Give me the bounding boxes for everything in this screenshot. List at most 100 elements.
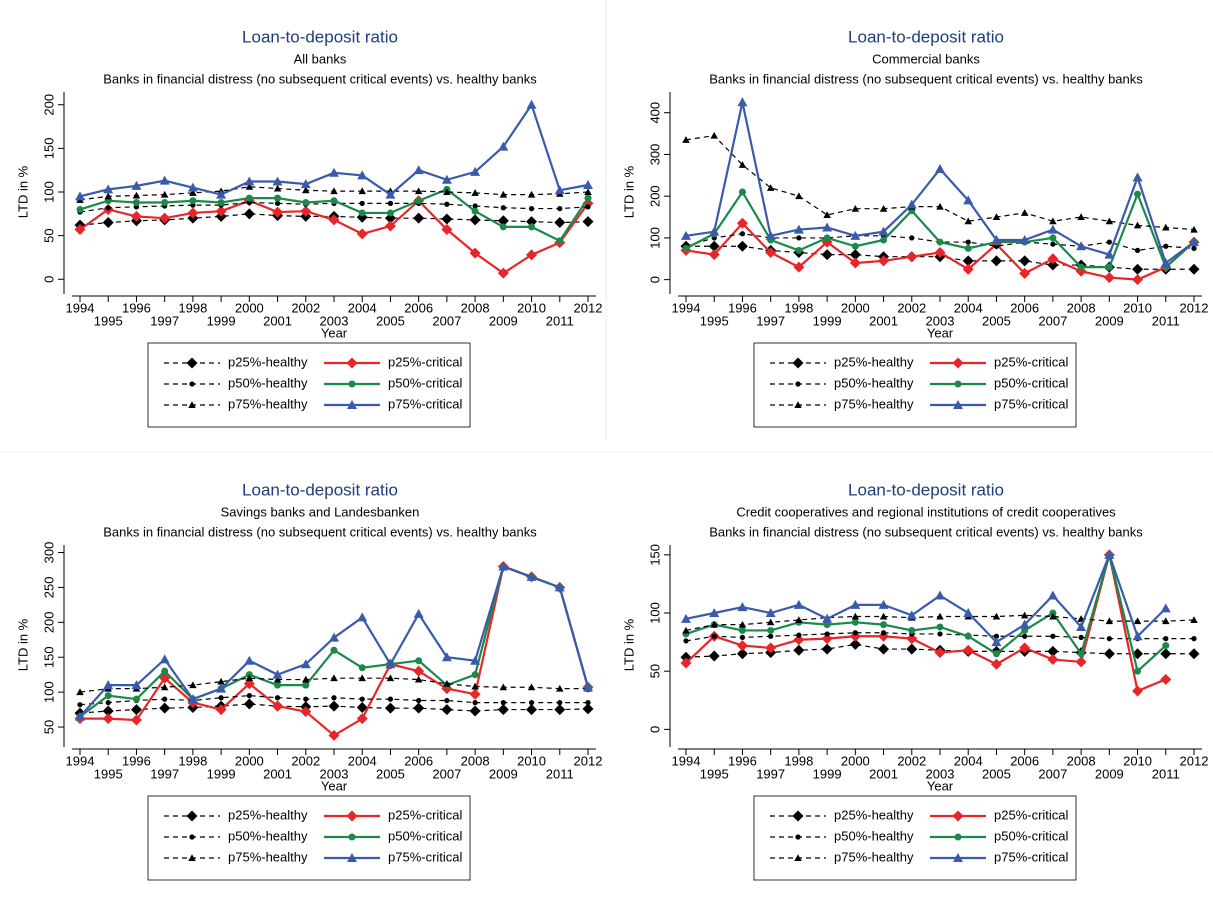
x-tick-label: 2003 — [320, 766, 349, 781]
marker — [935, 164, 945, 174]
marker — [1132, 685, 1144, 697]
legend-label: p50%-critical — [388, 828, 463, 843]
marker — [188, 401, 196, 408]
marker — [274, 681, 282, 689]
marker — [767, 626, 775, 634]
marker — [934, 247, 946, 259]
marker — [1049, 217, 1057, 225]
marker — [499, 223, 507, 231]
marker — [906, 199, 917, 209]
x-tick-label: 2006 — [1010, 300, 1039, 315]
marker — [1105, 617, 1114, 625]
marker — [709, 226, 720, 236]
legend-label: p25%-critical — [994, 354, 1069, 369]
marker — [682, 136, 690, 143]
x-tick-label: 1998 — [178, 753, 207, 768]
marker — [441, 174, 452, 184]
marker — [851, 204, 860, 212]
x-tick-label: 1994 — [66, 300, 95, 315]
marker — [1132, 648, 1144, 660]
x-tick-label: 2008 — [461, 753, 490, 768]
marker — [103, 680, 114, 690]
marker — [273, 184, 282, 192]
marker — [105, 699, 111, 706]
x-tick-label: 1994 — [672, 753, 701, 768]
marker — [300, 706, 312, 718]
marker — [1078, 634, 1084, 641]
chart-panel: Loan-to-deposit ratio Credit cooperatives… — [621, 480, 1208, 881]
legend-label: p75%-healthy — [228, 396, 308, 411]
x-tick-label: 2005 — [376, 766, 405, 781]
marker — [1075, 656, 1087, 668]
marker — [416, 697, 422, 704]
x-tick-label: 2012 — [1180, 300, 1209, 315]
y-tick-label: 100 — [647, 227, 662, 249]
marker — [1134, 190, 1142, 198]
marker — [954, 380, 962, 388]
marker — [131, 180, 142, 190]
marker — [387, 200, 394, 206]
marker — [795, 246, 803, 254]
marker — [992, 213, 1001, 221]
marker — [768, 633, 774, 639]
y-tick-label: 50 — [647, 664, 662, 678]
marker — [300, 205, 312, 217]
marker — [159, 654, 170, 664]
marker — [346, 357, 358, 369]
marker — [1077, 263, 1085, 271]
x-tick-label: 1997 — [150, 313, 179, 328]
marker — [878, 599, 889, 609]
legend-label: p75%-healthy — [228, 849, 308, 864]
marker — [584, 188, 592, 195]
marker — [302, 675, 310, 683]
legend-label: p25%-healthy — [228, 807, 308, 822]
marker — [131, 680, 142, 690]
marker — [189, 381, 195, 387]
marker — [964, 244, 972, 252]
x-tick-label: 1998 — [784, 753, 813, 768]
marker — [937, 631, 943, 637]
legend-box — [147, 342, 471, 428]
marker — [103, 184, 114, 194]
marker — [849, 249, 861, 261]
marker — [1160, 257, 1171, 267]
x-tick-label: 2008 — [1067, 753, 1096, 768]
marker — [245, 183, 254, 190]
marker — [710, 620, 718, 628]
marker — [681, 613, 691, 623]
x-tick-label: 2006 — [404, 300, 433, 315]
x-tick-label: 2003 — [320, 313, 349, 328]
marker — [272, 176, 283, 186]
marker — [500, 699, 506, 706]
marker — [1163, 243, 1169, 249]
marker — [441, 213, 453, 225]
marker — [216, 189, 227, 199]
chart-panel: Loan-to-deposit ratio Commercial banks Ban… — [621, 27, 1209, 428]
marker — [469, 705, 481, 717]
marker — [160, 190, 169, 198]
marker — [1047, 259, 1059, 271]
chart-title: Loan-to-deposit ratio — [848, 27, 1004, 46]
x-tick-label: 2008 — [1067, 300, 1096, 315]
marker — [217, 198, 225, 206]
marker — [384, 702, 396, 714]
marker — [272, 206, 284, 218]
marker — [906, 643, 918, 655]
legend-label: p25%-critical — [994, 807, 1069, 822]
marker — [851, 612, 860, 620]
marker — [330, 197, 338, 205]
legend-label: p25%-healthy — [228, 354, 308, 369]
marker — [991, 235, 1002, 244]
marker — [272, 669, 283, 679]
marker — [1190, 225, 1198, 233]
marker — [583, 682, 593, 692]
marker — [711, 633, 717, 639]
marker — [471, 207, 479, 215]
marker — [736, 240, 748, 252]
x-tick-label: 2000 — [841, 753, 870, 768]
marker — [822, 222, 833, 232]
x-tick-label: 1994 — [672, 300, 701, 315]
marker — [302, 198, 310, 206]
x-tick-label: 1999 — [207, 766, 236, 781]
marker — [303, 696, 309, 702]
